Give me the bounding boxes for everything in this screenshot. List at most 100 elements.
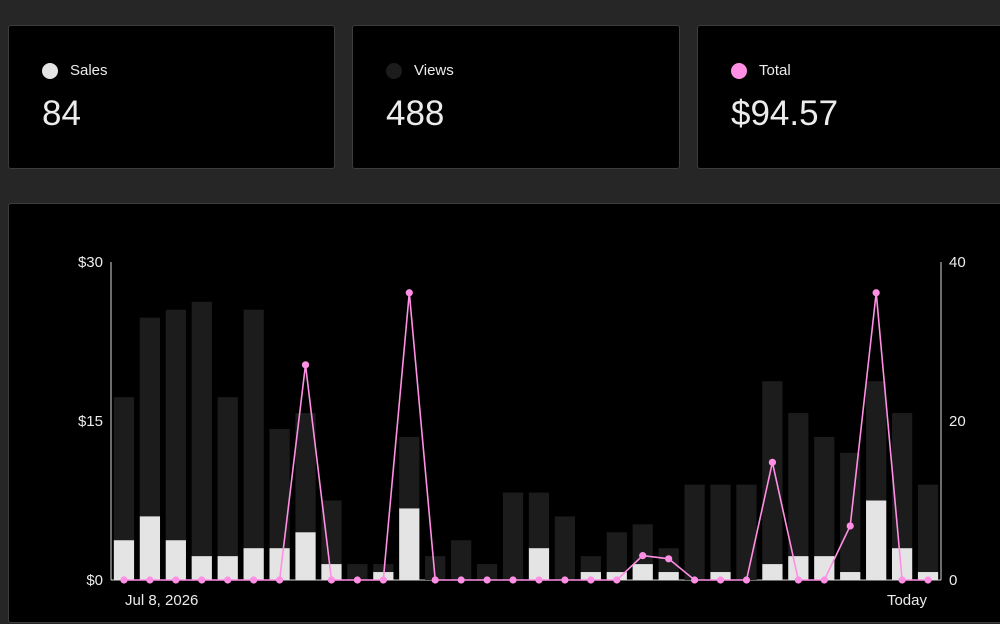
y-left-tick-label: $30 bbox=[78, 254, 103, 271]
sales-bar bbox=[217, 556, 238, 580]
sales-bar bbox=[632, 564, 653, 580]
total-dot-icon bbox=[731, 62, 747, 79]
total-label: Total bbox=[759, 62, 791, 79]
sales-dot-icon bbox=[42, 62, 58, 79]
views-bar bbox=[684, 484, 705, 580]
sales-bar bbox=[606, 572, 627, 580]
chart-panel: $0 $15 $30 0 20 40 Jul 8, 2026 Today bbox=[8, 203, 1000, 623]
views-bar bbox=[113, 397, 135, 580]
views-bar bbox=[788, 413, 809, 580]
views-bar bbox=[139, 317, 161, 580]
total-point bbox=[690, 576, 699, 584]
sales-bar bbox=[243, 548, 264, 580]
sales-legend: Sales bbox=[42, 62, 108, 79]
total-point bbox=[794, 576, 802, 584]
total-point bbox=[250, 576, 258, 584]
views-bar bbox=[321, 500, 342, 580]
views-bar bbox=[502, 492, 524, 580]
total-point bbox=[613, 576, 621, 584]
views-bar bbox=[347, 564, 368, 580]
views-bar bbox=[165, 309, 186, 580]
views-label: Views bbox=[414, 62, 454, 79]
views-dot-icon bbox=[386, 62, 402, 79]
total-point bbox=[820, 576, 828, 584]
views-bar bbox=[554, 516, 576, 580]
total-point bbox=[924, 576, 932, 584]
sales-bar bbox=[528, 548, 550, 580]
views-bar bbox=[814, 436, 835, 580]
total-point bbox=[120, 576, 128, 584]
total-point bbox=[301, 361, 310, 369]
total-point bbox=[561, 576, 569, 584]
y-left-tick-label: $15 bbox=[78, 413, 103, 430]
views-bar bbox=[217, 397, 238, 580]
total-point bbox=[742, 576, 751, 584]
y-right-tick-label: 40 bbox=[949, 254, 966, 271]
sales-bar bbox=[814, 556, 835, 580]
views-bar bbox=[243, 309, 264, 580]
views-bar bbox=[451, 540, 472, 580]
total-line bbox=[124, 292, 928, 581]
sales-bar bbox=[891, 548, 913, 580]
sales-bar bbox=[788, 556, 809, 580]
views-bar bbox=[710, 484, 731, 580]
views-bar bbox=[917, 484, 939, 580]
total-point bbox=[639, 552, 647, 560]
sales-bar bbox=[165, 540, 186, 580]
sales-bar bbox=[917, 572, 939, 580]
views-card: Views 488 bbox=[352, 25, 680, 169]
views-value: 488 bbox=[386, 94, 445, 133]
sales-card: Sales 84 bbox=[8, 25, 335, 169]
views-bar bbox=[891, 413, 913, 580]
y-left-tick-label: $0 bbox=[86, 572, 103, 589]
views-legend: Views bbox=[386, 62, 454, 79]
sales-bar bbox=[658, 572, 679, 580]
views-bar bbox=[736, 484, 757, 580]
total-point bbox=[509, 576, 517, 584]
total-point bbox=[872, 289, 880, 297]
sales-value: 84 bbox=[42, 94, 81, 133]
views-bar bbox=[606, 532, 627, 580]
total-point bbox=[483, 576, 491, 584]
sales-label: Sales bbox=[70, 62, 108, 79]
sales-bar bbox=[321, 564, 342, 580]
total-point bbox=[379, 576, 387, 584]
total-point bbox=[353, 576, 362, 584]
views-bar bbox=[762, 381, 783, 580]
total-point bbox=[431, 576, 439, 584]
total-point bbox=[327, 576, 336, 584]
total-point bbox=[716, 576, 725, 584]
x-start-label: Jul 8, 2026 bbox=[125, 592, 198, 609]
total-point bbox=[768, 458, 777, 466]
total-point bbox=[898, 576, 906, 584]
total-point bbox=[665, 555, 673, 563]
total-point bbox=[846, 522, 854, 530]
sales-bar bbox=[139, 516, 161, 580]
total-value: $94.57 bbox=[731, 94, 839, 133]
total-point bbox=[198, 576, 206, 584]
combo-chart: $0 $15 $30 0 20 40 Jul 8, 2026 Today bbox=[78, 254, 966, 609]
sales-bar bbox=[269, 548, 290, 580]
sales-bar bbox=[113, 540, 135, 580]
views-bar bbox=[840, 452, 861, 580]
sales-bar bbox=[399, 508, 420, 580]
total-point bbox=[457, 576, 465, 584]
sales-bar bbox=[840, 572, 861, 580]
total-point bbox=[224, 576, 232, 584]
y-right-tick-label: 20 bbox=[949, 413, 966, 430]
total-point bbox=[587, 576, 595, 584]
total-point bbox=[275, 576, 284, 584]
total-point bbox=[535, 576, 543, 584]
total-card: Total $94.57 bbox=[697, 25, 1000, 169]
total-point bbox=[172, 576, 180, 584]
sales-bar bbox=[191, 556, 212, 580]
x-end-label: Today bbox=[887, 592, 928, 609]
total-legend: Total bbox=[731, 62, 791, 79]
views-bar bbox=[425, 556, 446, 580]
views-bar bbox=[476, 564, 498, 580]
views-bar bbox=[191, 301, 212, 580]
sales-bar bbox=[762, 564, 783, 580]
sales-bar bbox=[866, 500, 887, 580]
sales-bar bbox=[580, 572, 601, 580]
total-point bbox=[405, 289, 413, 297]
